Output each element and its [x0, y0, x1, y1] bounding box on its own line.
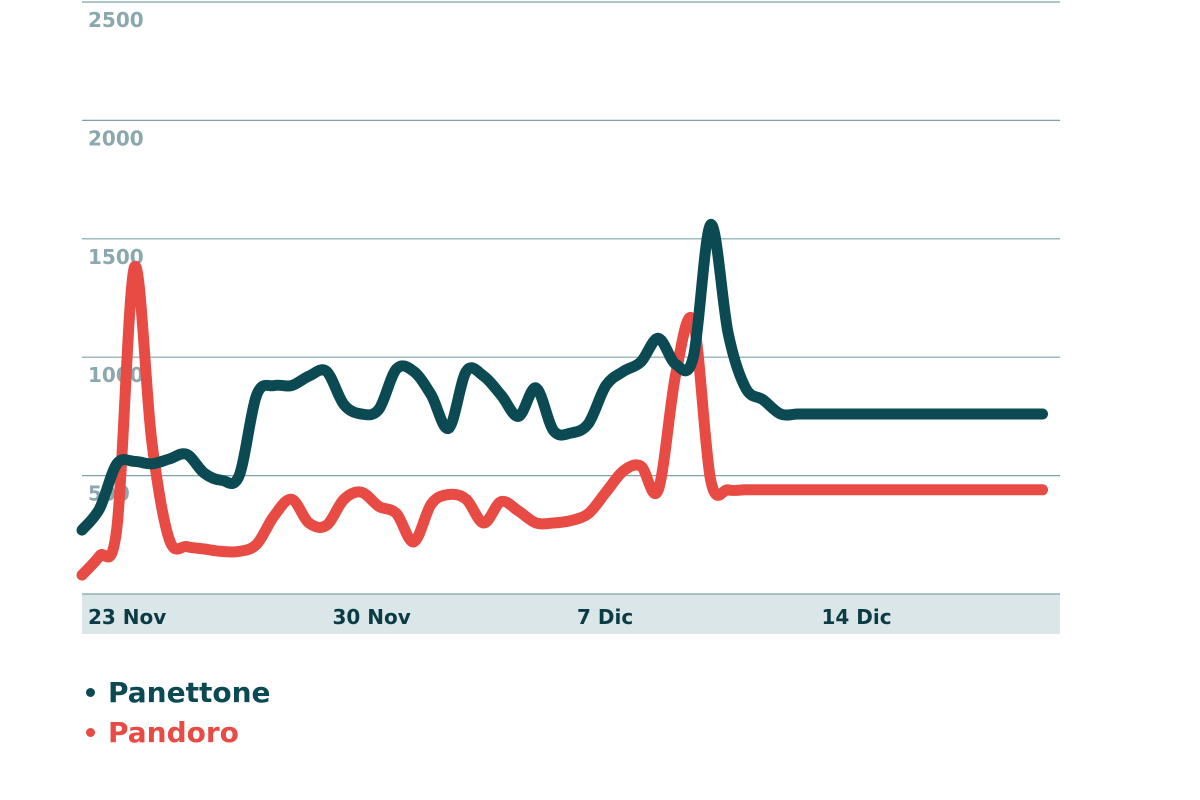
- legend-item-panettone: Panettone: [82, 672, 271, 712]
- x-axis-band: [82, 594, 1060, 634]
- legend-label-pandoro: Pandoro: [108, 715, 239, 749]
- series-line-pandoro: [76, 260, 1048, 581]
- y-tick-label: 2000: [88, 126, 144, 150]
- y-tick-label: 2500: [88, 8, 144, 32]
- x-tick-label: 23 Nov: [88, 605, 166, 629]
- series-lines: [76, 219, 1048, 581]
- x-tick-label: 7 Dic: [577, 605, 633, 629]
- legend-dot-panettone: [86, 687, 95, 697]
- legend-item-pandoro: Pandoro: [82, 712, 271, 752]
- series-line-panettone: [76, 219, 1048, 536]
- y-tick-label: 1000: [88, 363, 144, 387]
- legend-dot-pandoro: [86, 727, 95, 737]
- x-tick-label: 14 Dic: [822, 605, 892, 629]
- gridlines: [82, 1, 1060, 595]
- legend-label-panettone: Panettone: [108, 675, 271, 709]
- x-axis-ticks: 23 Nov 30 Nov 7 Dic 14 Dic: [88, 605, 892, 629]
- x-tick-label: 30 Nov: [333, 605, 411, 629]
- legend: Panettone Pandoro: [82, 672, 271, 752]
